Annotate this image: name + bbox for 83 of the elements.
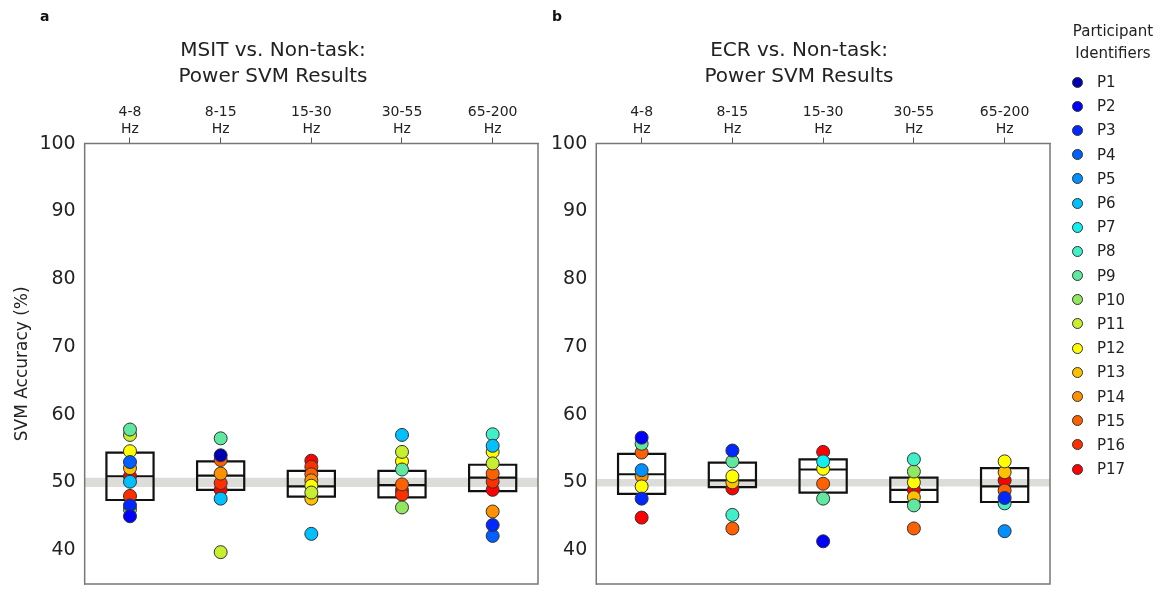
x-tick-label: 65-200 Hz bbox=[979, 103, 1030, 136]
legend-label: P15 bbox=[1097, 411, 1126, 430]
point bbox=[725, 521, 740, 536]
point bbox=[123, 422, 137, 437]
point bbox=[725, 507, 740, 522]
x-tick-label: 30-55 Hz bbox=[893, 103, 935, 136]
point bbox=[485, 438, 500, 453]
point bbox=[634, 430, 649, 445]
y-tick-label: 90 bbox=[563, 198, 588, 221]
point bbox=[997, 524, 1012, 539]
point bbox=[485, 504, 500, 519]
point bbox=[123, 455, 137, 470]
legend-label: P8 bbox=[1097, 242, 1116, 261]
y-tick-label: 50 bbox=[563, 469, 588, 492]
point bbox=[304, 526, 319, 541]
legend-label: P13 bbox=[1097, 363, 1126, 382]
legend-label: P9 bbox=[1097, 266, 1116, 285]
y-tick-label: 80 bbox=[563, 266, 588, 289]
point bbox=[213, 448, 228, 463]
legend-label: P12 bbox=[1097, 339, 1126, 358]
legend-label: P5 bbox=[1097, 169, 1116, 188]
point bbox=[123, 509, 137, 524]
point bbox=[997, 490, 1012, 505]
point bbox=[634, 491, 649, 506]
y-tick-label: 40 bbox=[51, 537, 76, 560]
point bbox=[395, 444, 409, 459]
x-tick-label: 15-30 Hz bbox=[290, 103, 332, 136]
point bbox=[485, 427, 500, 442]
point bbox=[997, 465, 1012, 480]
point bbox=[395, 462, 409, 477]
point bbox=[634, 479, 649, 494]
point bbox=[906, 498, 921, 513]
y-tick-label: 60 bbox=[563, 401, 588, 424]
y-tick-label: 60 bbox=[51, 401, 76, 424]
x-tick-label: 8-15 Hz bbox=[716, 103, 749, 136]
y-tick-label: 50 bbox=[51, 469, 76, 492]
point bbox=[816, 491, 831, 506]
point bbox=[485, 518, 500, 533]
legend-label: P2 bbox=[1097, 97, 1116, 116]
point bbox=[634, 510, 649, 525]
y-tick-label: 40 bbox=[563, 537, 588, 560]
point bbox=[485, 456, 500, 471]
x-tick-label: 8-15 Hz bbox=[204, 103, 237, 136]
point bbox=[395, 500, 409, 515]
point bbox=[816, 534, 831, 549]
x-tick-label: 30-55 Hz bbox=[381, 103, 423, 136]
x-tick-label: 4-8 Hz bbox=[630, 103, 654, 136]
text: a bbox=[40, 7, 50, 24]
legend-label: P11 bbox=[1097, 314, 1126, 333]
legend-label: P1 bbox=[1097, 73, 1116, 92]
legend-title: Participant Identifiers bbox=[1071, 21, 1155, 64]
y-tick-label: 100 bbox=[39, 130, 76, 153]
y-tick-label: 90 bbox=[51, 198, 76, 221]
point bbox=[304, 485, 319, 500]
point bbox=[997, 454, 1012, 469]
point bbox=[213, 491, 228, 506]
text: b bbox=[552, 7, 563, 24]
point bbox=[816, 454, 831, 469]
x-tick-label: 65-200 Hz bbox=[467, 103, 518, 136]
chart-title: ECR vs. Non-task: Power SVM Results bbox=[704, 37, 894, 88]
y-tick-label: 70 bbox=[563, 333, 588, 356]
x-tick-label: 15-30 Hz bbox=[802, 103, 844, 136]
legend-label: P7 bbox=[1097, 218, 1116, 237]
legend-label: P4 bbox=[1097, 145, 1116, 164]
point bbox=[906, 464, 921, 479]
y-tick-label: 70 bbox=[51, 333, 76, 356]
x-tick-label: 4-8 Hz bbox=[118, 103, 142, 136]
y-tick-label: 100 bbox=[551, 130, 588, 153]
point bbox=[213, 431, 228, 446]
point bbox=[213, 545, 228, 560]
point bbox=[906, 521, 921, 536]
legend-label: P16 bbox=[1097, 435, 1126, 454]
chart-title: MSIT vs. Non-task: Power SVM Results bbox=[178, 37, 368, 88]
legend-label: P6 bbox=[1097, 194, 1116, 213]
legend-label: P3 bbox=[1097, 121, 1116, 140]
legend-label: P17 bbox=[1097, 460, 1126, 479]
legend-label: P14 bbox=[1097, 387, 1126, 406]
point bbox=[395, 427, 409, 442]
y-tick-label: 80 bbox=[51, 266, 76, 289]
legend-label: P10 bbox=[1097, 290, 1126, 309]
point bbox=[725, 443, 740, 458]
y-axis-title: SVM Accuracy (%) bbox=[10, 286, 31, 442]
point bbox=[906, 452, 921, 467]
